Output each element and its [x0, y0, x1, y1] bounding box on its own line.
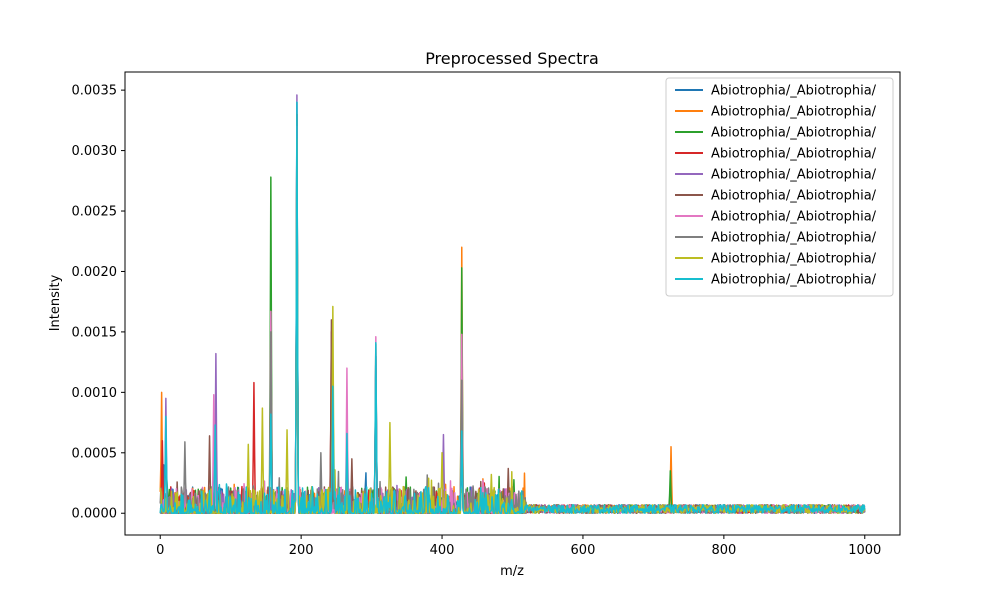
legend-entry-label: Abiotrophia/_Abiotrophia/ [711, 147, 877, 162]
y-axis-label: Intensity [48, 274, 63, 331]
y-tick-label: 0.0035 [72, 84, 118, 99]
plot-frame [124, 71, 901, 536]
y-tick-label: 0.0005 [72, 446, 118, 461]
y-axis: 0.0000 0.0005 0.0010 0.0015 0.0020 0.0025 0.00… [72, 84, 125, 522]
legend: Abiotrophia/_Abiotrophia/Abiotrophia/_Ab… [665, 77, 894, 297]
legend-entry-label: Abiotrophia/_Abiotrophia/ [711, 168, 877, 183]
legend-entry-label: Abiotrophia/_Abiotrophia/ [711, 210, 877, 225]
plot-lines [159, 94, 866, 514]
legend-entry-label: Abiotrophia/_Abiotrophia/ [711, 126, 877, 141]
x-tick-label: 600 [571, 543, 596, 558]
x-tick-label: 200 [289, 543, 314, 558]
x-axis: 0 200 400 600 800 1000 [156, 535, 881, 558]
legend-entry-label: Abiotrophia/_Abiotrophia/ [711, 252, 877, 267]
legend-box [665, 77, 894, 297]
y-tick-label: 0.0030 [72, 144, 118, 159]
y-tick-label: 0.0010 [72, 386, 118, 401]
x-tick-label: 1000 [848, 543, 881, 558]
chart-title: Preprocessed Spectra [425, 49, 599, 68]
y-tick-label: 0.0025 [72, 205, 118, 220]
y-tick-label: 0.0000 [72, 507, 118, 522]
legend-entry-label: Abiotrophia/_Abiotrophia/ [711, 273, 877, 288]
spectrum-line-10 [159, 101, 866, 514]
legend-entry-label: Abiotrophia/_Abiotrophia/ [711, 231, 877, 246]
x-tick-label: 800 [711, 543, 736, 558]
legend-entry-label: Abiotrophia/_Abiotrophia/ [711, 105, 877, 120]
legend-entry-label: Abiotrophia/_Abiotrophia/ [711, 84, 877, 99]
x-axis-label: m/z [500, 564, 524, 579]
x-tick-label: 0 [156, 543, 164, 558]
x-tick-label: 400 [430, 543, 455, 558]
legend-entry-label: Abiotrophia/_Abiotrophia/ [711, 189, 877, 204]
y-tick-label: 0.0020 [72, 265, 118, 280]
y-tick-label: 0.0015 [72, 325, 118, 340]
